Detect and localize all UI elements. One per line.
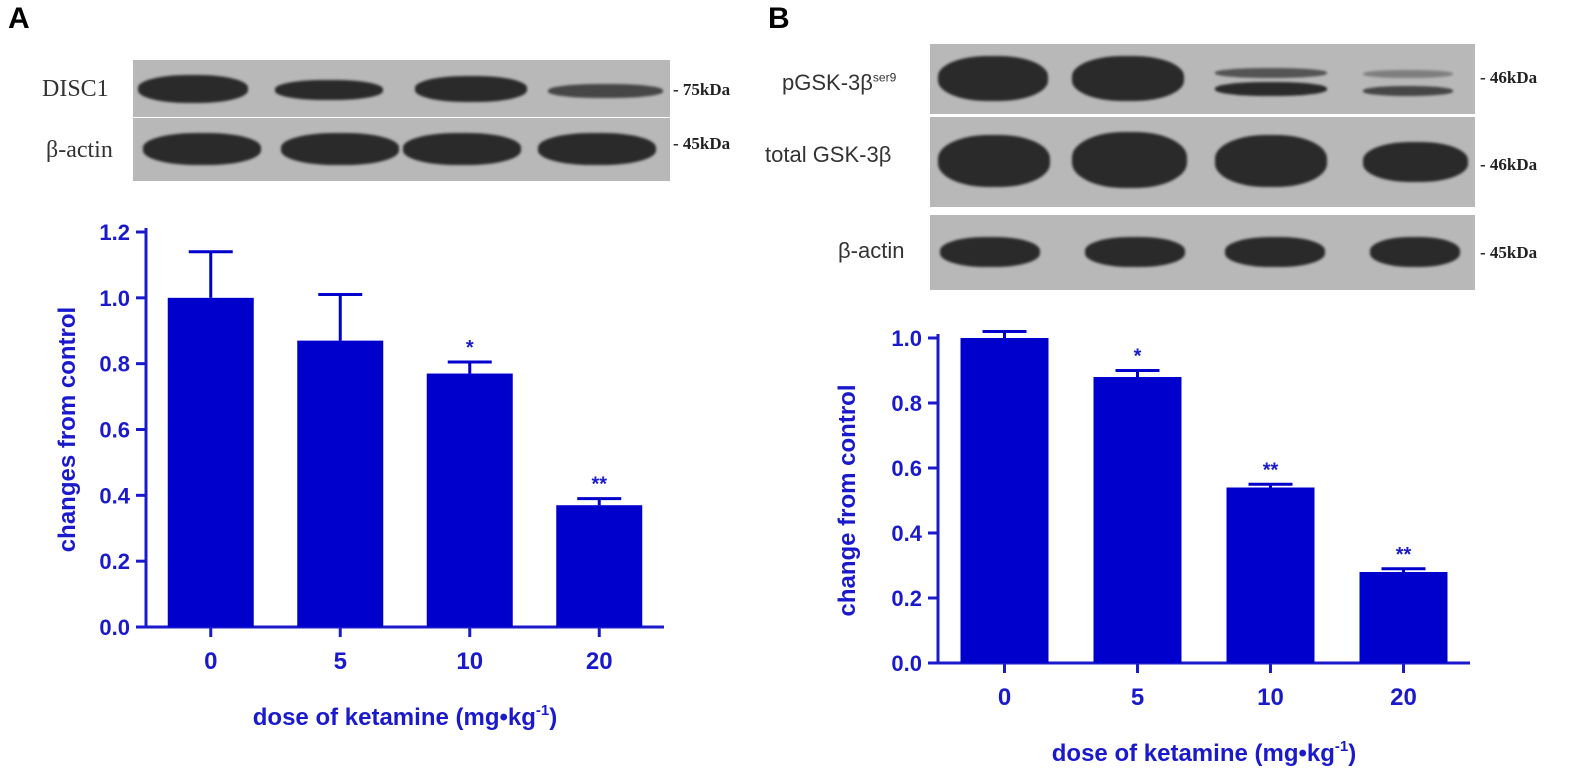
kda-label-actin-a: - 45kDa	[673, 134, 731, 153]
chart-a-y-tick-label: 0.8	[99, 352, 130, 377]
blot-strip-pgsk	[930, 44, 1475, 114]
chart-a-y-tick-label: 0.2	[99, 549, 130, 574]
chart-b-significance-mark: **	[1263, 459, 1279, 481]
chart-b-x-tick-label: 20	[1390, 684, 1417, 711]
chart-a-significance-mark: **	[591, 474, 607, 496]
chart-a-significance-mark: *	[466, 337, 474, 359]
chart-b-x-tick-label: 0	[998, 684, 1011, 711]
chart-b-bar	[1093, 377, 1182, 663]
blot-label-pgsk-text: pGSK-3β	[782, 70, 873, 95]
panel-letter-a: A	[8, 2, 30, 35]
chart-a-y-tick-label: 0.4	[99, 483, 130, 508]
chart-a-y-tick-label: 0.0	[99, 615, 130, 640]
chart-b-y-tick-label: 0.2	[891, 586, 922, 611]
chart-a-y-axis-label: changes from control	[54, 307, 81, 552]
chart-a-x-tick-label: 0	[204, 648, 217, 675]
chart-a-y-tick-label: 0.6	[99, 418, 130, 443]
blot-label-pgsk: pGSK-3βser9	[782, 70, 896, 96]
chart-a-bar	[297, 340, 384, 627]
chart-b-x-axis-label: dose of ketamine (mg•kg-1)	[1052, 738, 1356, 767]
blot-label-pgsk-sup: ser9	[872, 70, 897, 85]
kda-label-pgsk: - 46kDa	[1480, 68, 1538, 87]
chart-b-bar	[1226, 487, 1315, 663]
chart-b-y-tick-label: 0.8	[891, 391, 922, 416]
chart-b-bar	[1359, 572, 1448, 663]
chart-a-bar	[426, 373, 513, 627]
chart-b-bar	[960, 338, 1049, 663]
chart-a-x-tick-label: 5	[334, 648, 347, 675]
blot-strip-total-gsk	[930, 117, 1475, 207]
blot-label-disc1: DISC1	[42, 76, 109, 102]
chart-a-x-tick-label: 20	[586, 648, 613, 675]
chart-a-x-tick-label: 10	[456, 648, 483, 675]
blot-label-total-gsk: total GSK-3β	[765, 142, 892, 167]
panel-letter-b: B	[768, 2, 790, 35]
chart-b-y-tick-label: 0.4	[891, 521, 922, 546]
chart-b-significance-mark: **	[1396, 544, 1412, 566]
kda-label-total-gsk: - 46kDa	[1480, 155, 1538, 174]
chart-a-x-axis-label: dose of ketamine (mg•kg-1)	[253, 702, 557, 731]
chart-a-y-tick-label: 1.0	[99, 286, 130, 311]
chart-b-significance-mark: *	[1134, 346, 1142, 368]
kda-label-actin-b: - 45kDa	[1480, 243, 1538, 262]
chart-b-y-tick-label: 1.0	[891, 326, 922, 351]
chart-b-x-tick-label: 5	[1131, 684, 1144, 711]
blot-label-actin-a: β-actin	[46, 137, 113, 163]
chart-b-y-tick-label: 0.6	[891, 456, 922, 481]
chart-a-bar	[167, 297, 254, 627]
blot-strip-actin-a	[133, 118, 670, 181]
kda-label-disc1: - 75kDa	[673, 80, 731, 99]
chart-a-bar	[556, 505, 643, 627]
chart-b-y-tick-label: 0.0	[891, 651, 922, 676]
chart-a-y-tick-label: 1.2	[99, 220, 130, 245]
blot-label-actin-b: β-actin	[838, 238, 905, 263]
blot-strip-disc1	[133, 60, 670, 117]
chart-b-x-tick-label: 10	[1257, 684, 1284, 711]
chart-b-y-axis-label: change from control	[834, 384, 861, 616]
blot-strip-actin-b	[930, 215, 1475, 290]
